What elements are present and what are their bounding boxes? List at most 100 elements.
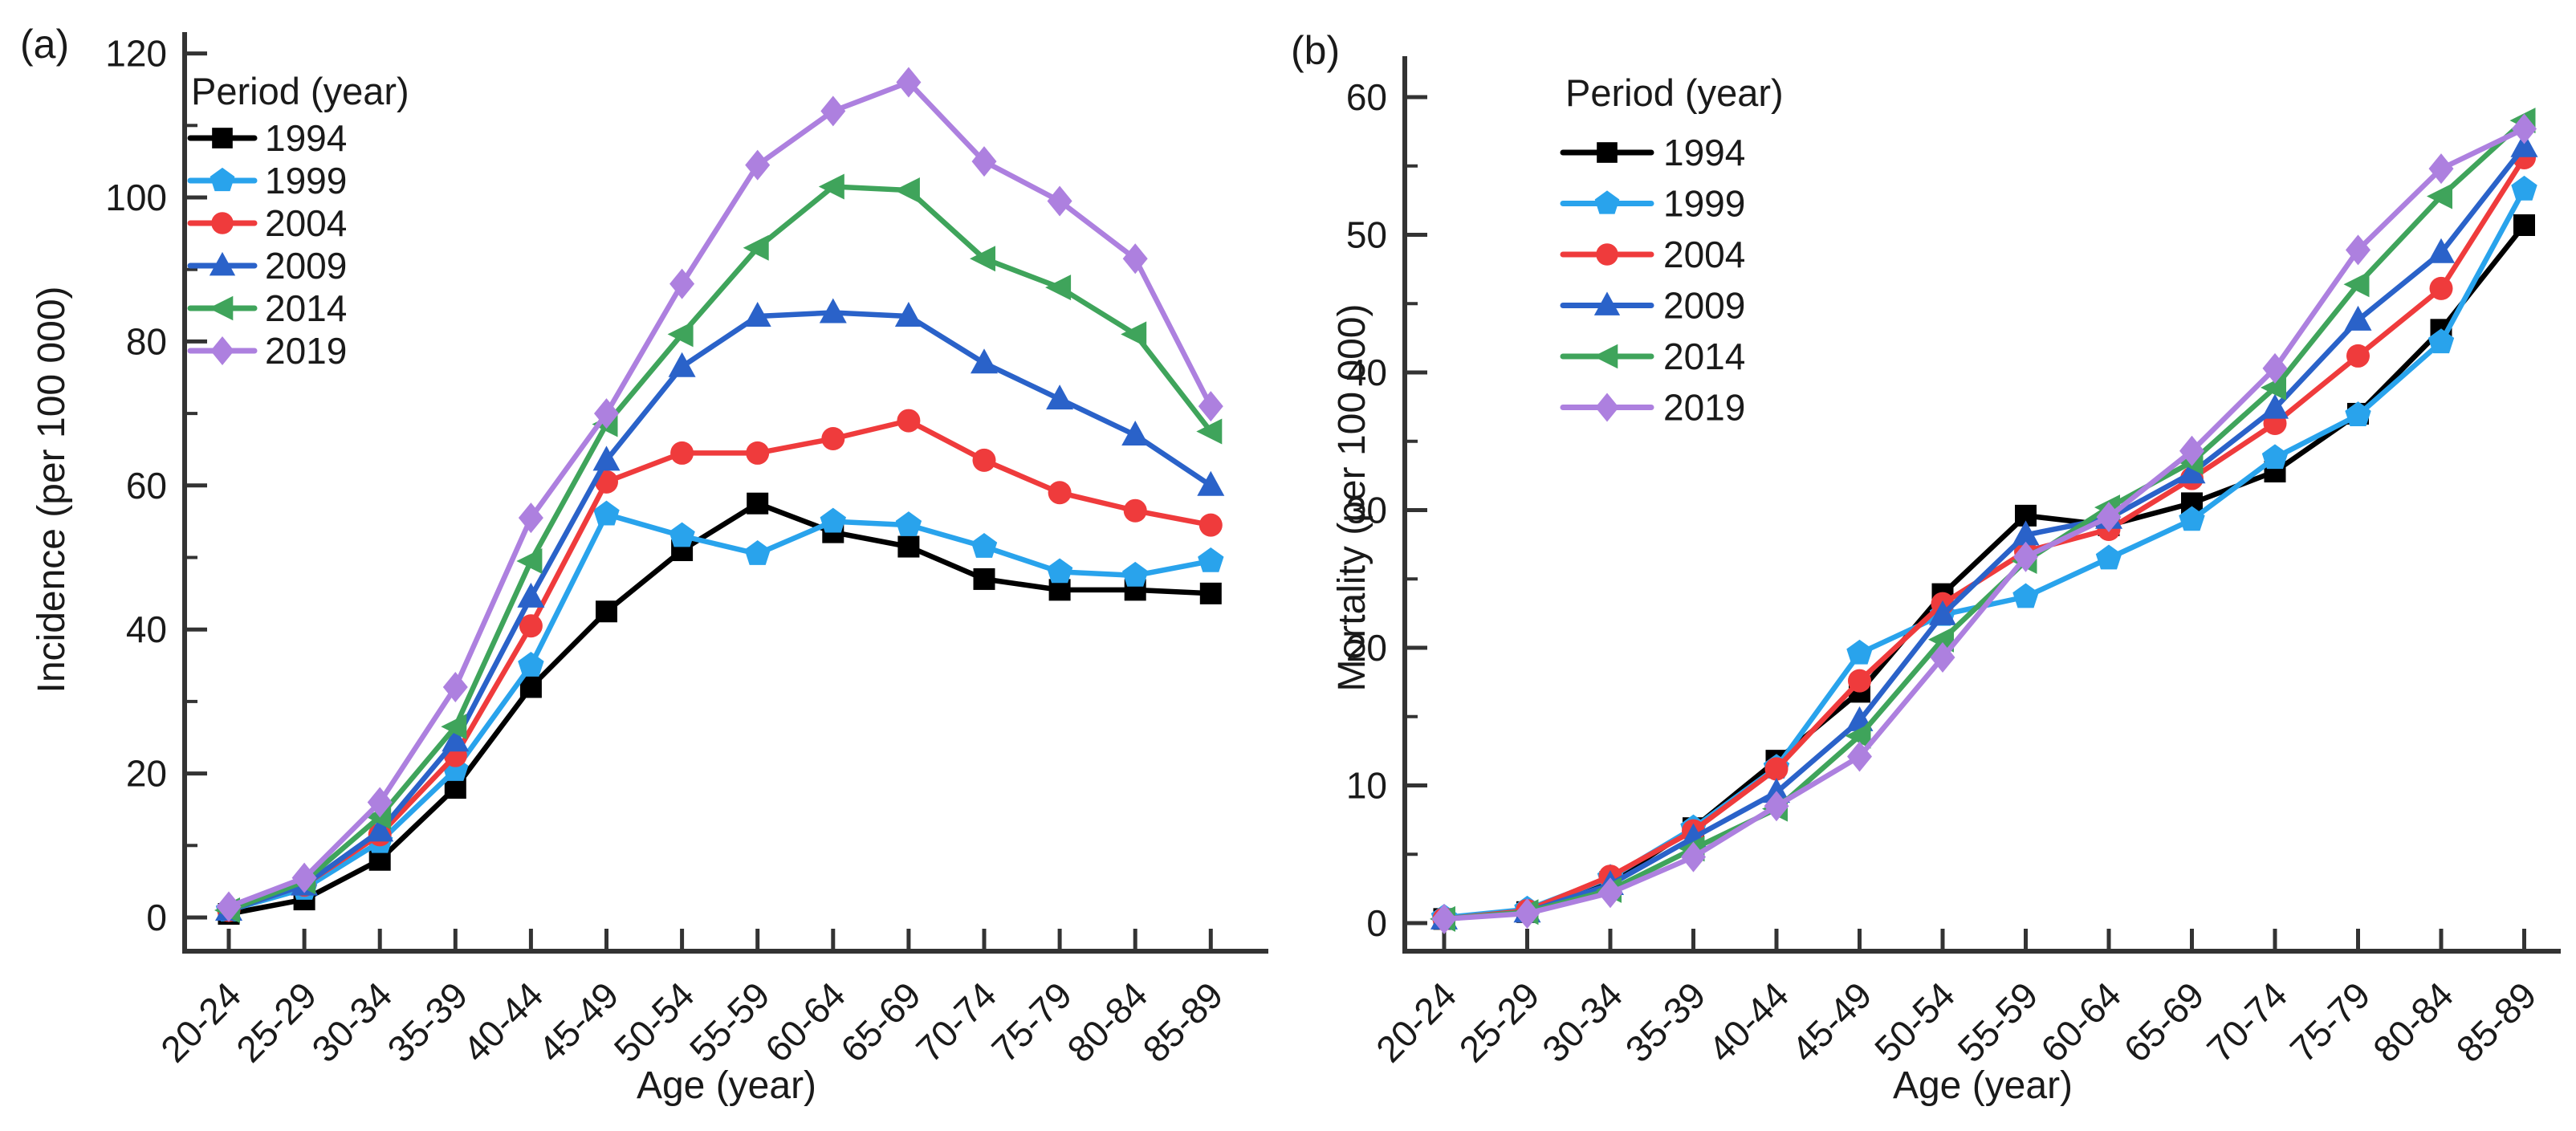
x-tick-label: 65-69 bbox=[832, 974, 929, 1070]
circle-marker bbox=[972, 448, 996, 472]
pentagon-marker bbox=[518, 652, 544, 677]
pentagon-marker bbox=[2261, 444, 2289, 470]
diamond-marker bbox=[2179, 435, 2204, 466]
diamond-marker bbox=[2512, 113, 2537, 144]
x-tick-label: 50-54 bbox=[606, 974, 702, 1070]
triangle-up-marker bbox=[592, 445, 621, 471]
x-tick-label: 50-54 bbox=[1866, 974, 1963, 1070]
x-tick-label: 35-39 bbox=[1618, 974, 1714, 1070]
square-marker bbox=[1199, 582, 1222, 604]
legend-item-1994: 1994 bbox=[1560, 132, 1745, 173]
circle-marker bbox=[897, 409, 921, 433]
legend-label: 2014 bbox=[1663, 336, 1745, 377]
series-2014 bbox=[214, 173, 1223, 924]
y-tick-label: 20 bbox=[1346, 627, 1387, 669]
legend-label: 2019 bbox=[1663, 387, 1745, 429]
x-tick-label: 60-64 bbox=[757, 974, 853, 1070]
triangle-left-marker bbox=[893, 177, 920, 204]
legend: Period (year) 1994 1999 2004 2009 2014 2019 bbox=[1560, 71, 1784, 429]
x-axis-title: Age (year) bbox=[1893, 1064, 2073, 1107]
circle-marker bbox=[1123, 498, 1147, 523]
diamond-marker bbox=[896, 67, 922, 98]
y-tick-label: 60 bbox=[126, 465, 167, 507]
legend-label: 1999 bbox=[265, 160, 347, 201]
circle-marker bbox=[1596, 243, 1618, 266]
triangle-up-marker bbox=[209, 251, 236, 276]
circle-marker bbox=[2346, 344, 2370, 368]
series-line-2019 bbox=[1441, 126, 2527, 922]
diamond-marker bbox=[367, 787, 393, 818]
legend-label: 2009 bbox=[265, 245, 347, 287]
legend-item-2009: 2009 bbox=[187, 245, 347, 287]
circle-marker bbox=[1764, 757, 1789, 781]
triangle-up-marker bbox=[1929, 600, 1956, 625]
diamond-marker bbox=[2428, 153, 2454, 185]
x-tick-label: 40-44 bbox=[1700, 974, 1797, 1070]
circle-marker bbox=[2429, 276, 2453, 300]
diamond-marker bbox=[1595, 393, 1619, 422]
pentagon-marker bbox=[1046, 558, 1073, 584]
y-tick-label: 60 bbox=[1346, 76, 1387, 118]
circle-marker bbox=[519, 614, 543, 638]
x-tick-label: 85-89 bbox=[1134, 974, 1231, 1070]
y-axis-title: Mortality (per 100 000) bbox=[1331, 304, 1373, 692]
x-tick-label: 70-74 bbox=[908, 974, 1004, 1070]
diamond-marker bbox=[594, 398, 619, 429]
pentagon-marker bbox=[744, 540, 771, 565]
diamond-marker bbox=[971, 146, 997, 177]
square-marker bbox=[596, 600, 617, 623]
x-tick-label: 45-49 bbox=[531, 974, 627, 1070]
series-1999 bbox=[215, 500, 1224, 921]
pentagon-marker bbox=[1594, 190, 1620, 214]
triangle-up-marker bbox=[2178, 458, 2206, 484]
series-line-2009 bbox=[1441, 144, 2527, 922]
diamond-marker bbox=[442, 671, 468, 702]
triangle-left-marker bbox=[1845, 722, 1871, 749]
x-tick-label: 20-24 bbox=[1368, 974, 1464, 1070]
legend-title: Period (year) bbox=[1565, 71, 1784, 114]
legend-item-1994: 1994 bbox=[187, 117, 347, 159]
legend-item-2009: 2009 bbox=[1560, 285, 1745, 327]
legend-item-2019: 2019 bbox=[1560, 387, 1745, 429]
pentagon-marker bbox=[669, 522, 695, 547]
triangle-left-marker bbox=[441, 714, 467, 740]
triangle-up-marker bbox=[819, 298, 847, 323]
square-marker bbox=[973, 568, 995, 590]
pentagon-marker bbox=[2427, 328, 2455, 354]
y-tick-label: 0 bbox=[1366, 902, 1387, 944]
triangle-left-marker bbox=[667, 321, 694, 348]
x-tick-label: 55-59 bbox=[682, 974, 778, 1070]
legend-label: 1994 bbox=[1663, 132, 1745, 173]
square-marker bbox=[747, 492, 769, 515]
y-tick-label: 30 bbox=[1346, 490, 1387, 531]
triangle-up-marker bbox=[517, 582, 545, 608]
diamond-marker bbox=[216, 891, 242, 922]
series-2004 bbox=[217, 409, 1223, 922]
x-tick-label: 85-89 bbox=[2448, 974, 2545, 1070]
pentagon-marker bbox=[895, 511, 922, 536]
triangle-left-marker bbox=[2427, 183, 2452, 210]
pentagon-marker bbox=[2012, 583, 2039, 608]
diamond-marker bbox=[1047, 185, 1072, 217]
axis-frame bbox=[182, 32, 1268, 954]
x-tick-label: 25-29 bbox=[1451, 974, 1548, 1070]
legend-item-2004: 2004 bbox=[1560, 234, 1745, 275]
triangle-left-marker bbox=[1196, 418, 1223, 445]
diamond-marker bbox=[669, 268, 695, 299]
diamond-marker bbox=[2013, 541, 2038, 572]
diamond-marker bbox=[1764, 791, 1789, 822]
pentagon-marker bbox=[2095, 544, 2122, 570]
y-tick-label: 100 bbox=[105, 177, 167, 218]
pentagon-marker bbox=[1198, 547, 1224, 572]
series-line-1994 bbox=[226, 500, 1214, 917]
square-marker bbox=[1597, 142, 1618, 163]
y-tick-label: 120 bbox=[105, 33, 167, 75]
diamond-marker bbox=[210, 336, 234, 366]
x-tick-label: 80-84 bbox=[1059, 974, 1155, 1070]
triangle-up-marker bbox=[2510, 132, 2538, 157]
diamond-marker bbox=[1122, 243, 1148, 275]
y-tick-label: 10 bbox=[1346, 765, 1387, 807]
triangle-up-marker bbox=[2344, 305, 2372, 331]
